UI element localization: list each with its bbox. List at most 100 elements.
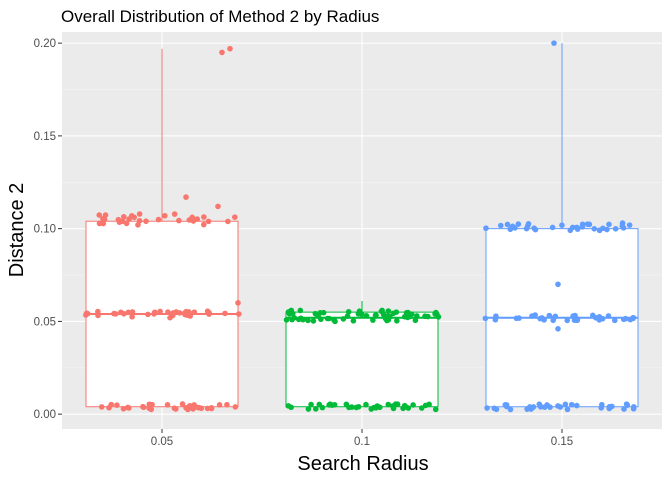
outlier-point bbox=[555, 281, 561, 288]
data-point bbox=[586, 221, 593, 228]
data-point bbox=[102, 212, 109, 218]
data-point bbox=[574, 224, 580, 231]
data-point bbox=[344, 313, 351, 319]
data-point bbox=[319, 404, 326, 411]
data-point bbox=[435, 314, 442, 320]
data-point bbox=[308, 401, 314, 408]
data-point bbox=[224, 401, 230, 408]
data-point bbox=[185, 406, 191, 413]
chart-title: Overall Distribution of Method 2 by Radi… bbox=[61, 7, 379, 26]
data-point bbox=[283, 317, 290, 323]
data-point bbox=[129, 313, 135, 320]
data-point bbox=[83, 312, 89, 318]
data-point bbox=[523, 225, 530, 232]
data-point bbox=[236, 311, 242, 317]
data-point bbox=[503, 402, 510, 408]
data-point bbox=[524, 406, 530, 412]
point-layer bbox=[83, 40, 637, 413]
data-point bbox=[123, 220, 130, 227]
data-point bbox=[101, 216, 108, 223]
data-point bbox=[609, 403, 615, 410]
data-point bbox=[422, 402, 429, 409]
data-point bbox=[173, 309, 179, 315]
data-point bbox=[564, 317, 571, 324]
data-point bbox=[512, 225, 518, 231]
data-point bbox=[145, 311, 151, 318]
data-point bbox=[551, 315, 557, 321]
data-point bbox=[191, 309, 198, 315]
data-point bbox=[162, 212, 168, 219]
data-point bbox=[572, 312, 578, 319]
data-point bbox=[116, 219, 123, 225]
data-point bbox=[507, 226, 514, 233]
data-point bbox=[497, 222, 504, 229]
data-point bbox=[491, 405, 498, 412]
box bbox=[285, 311, 439, 408]
data-point bbox=[146, 401, 153, 408]
data-point bbox=[95, 312, 101, 319]
data-point bbox=[106, 404, 112, 411]
data-point bbox=[619, 220, 626, 226]
data-point bbox=[198, 405, 205, 412]
outlier-point bbox=[551, 40, 557, 46]
data-point bbox=[537, 404, 544, 410]
outlier-point bbox=[183, 194, 189, 200]
data-point bbox=[98, 404, 105, 410]
data-point bbox=[541, 404, 548, 410]
data-point bbox=[569, 224, 576, 231]
data-point bbox=[326, 402, 332, 408]
data-point bbox=[332, 318, 338, 325]
data-point bbox=[606, 221, 612, 228]
data-point bbox=[589, 312, 596, 319]
data-point bbox=[363, 401, 369, 408]
data-point bbox=[355, 403, 362, 410]
data-point bbox=[135, 222, 141, 228]
data-point bbox=[114, 402, 120, 408]
data-point bbox=[412, 317, 419, 324]
data-point bbox=[504, 221, 511, 228]
data-point bbox=[179, 401, 186, 407]
data-point bbox=[120, 213, 127, 220]
data-point bbox=[317, 309, 324, 316]
x-tick-label: 0.15 bbox=[551, 436, 573, 448]
data-point bbox=[386, 314, 393, 320]
data-point bbox=[598, 405, 605, 411]
data-point bbox=[605, 313, 612, 319]
data-point bbox=[627, 316, 634, 323]
x-tick-label: 0.05 bbox=[151, 436, 173, 448]
data-point bbox=[121, 311, 127, 317]
data-point bbox=[574, 317, 581, 324]
data-point bbox=[190, 405, 196, 411]
data-point bbox=[201, 214, 207, 220]
data-point bbox=[297, 307, 304, 314]
data-point bbox=[564, 406, 571, 413]
data-point bbox=[208, 405, 215, 411]
outlier-point bbox=[215, 203, 221, 210]
data-point bbox=[350, 317, 357, 324]
outlier-point bbox=[555, 326, 561, 332]
data-point bbox=[370, 317, 376, 323]
data-point bbox=[385, 308, 392, 314]
data-point bbox=[612, 226, 619, 232]
x-axis-title: Search Radius bbox=[297, 453, 428, 475]
data-point bbox=[410, 402, 416, 408]
data-point bbox=[591, 226, 598, 232]
data-point bbox=[546, 312, 553, 319]
data-point bbox=[232, 214, 238, 220]
data-point bbox=[129, 309, 136, 315]
data-point bbox=[596, 317, 603, 323]
outlier-point bbox=[235, 300, 241, 306]
data-point bbox=[537, 315, 543, 322]
data-point bbox=[225, 218, 231, 225]
data-point bbox=[331, 401, 338, 408]
data-point bbox=[626, 222, 633, 228]
data-point bbox=[529, 313, 535, 319]
data-point bbox=[393, 309, 400, 315]
x-axis: 0.05 0.1 0.15 bbox=[151, 429, 573, 448]
y-axis: 0.00 0.05 0.10 0.15 0.20 bbox=[34, 38, 62, 421]
data-point bbox=[310, 318, 317, 324]
outlier-point bbox=[219, 49, 225, 56]
data-point bbox=[363, 312, 370, 319]
y-tick-label: 0.10 bbox=[34, 224, 56, 236]
data-point bbox=[183, 308, 189, 315]
